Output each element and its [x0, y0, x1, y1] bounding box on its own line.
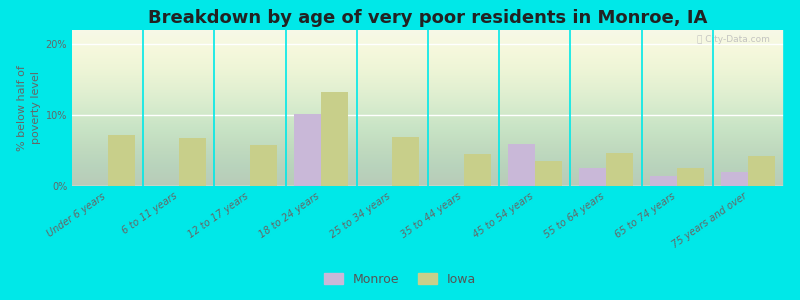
Bar [749, 155, 775, 186]
Bar [392, 137, 419, 186]
Bar [294, 114, 321, 186]
Bar [579, 168, 606, 186]
Y-axis label: % below half of
poverty level: % below half of poverty level [18, 65, 42, 151]
Bar [535, 161, 562, 186]
Bar [250, 145, 277, 186]
Bar [322, 92, 348, 186]
Bar [107, 135, 134, 186]
Bar [650, 176, 677, 186]
Title: Breakdown by age of very poor residents in Monroe, IA: Breakdown by age of very poor residents … [148, 9, 708, 27]
Bar [606, 153, 633, 186]
Bar [178, 138, 206, 186]
Bar [464, 154, 490, 186]
Bar [508, 144, 534, 186]
Legend: Monroe, Iowa: Monroe, Iowa [319, 268, 481, 291]
Text: ⓘ City-Data.com: ⓘ City-Data.com [697, 35, 770, 44]
Bar [722, 172, 749, 186]
Bar [677, 168, 704, 186]
